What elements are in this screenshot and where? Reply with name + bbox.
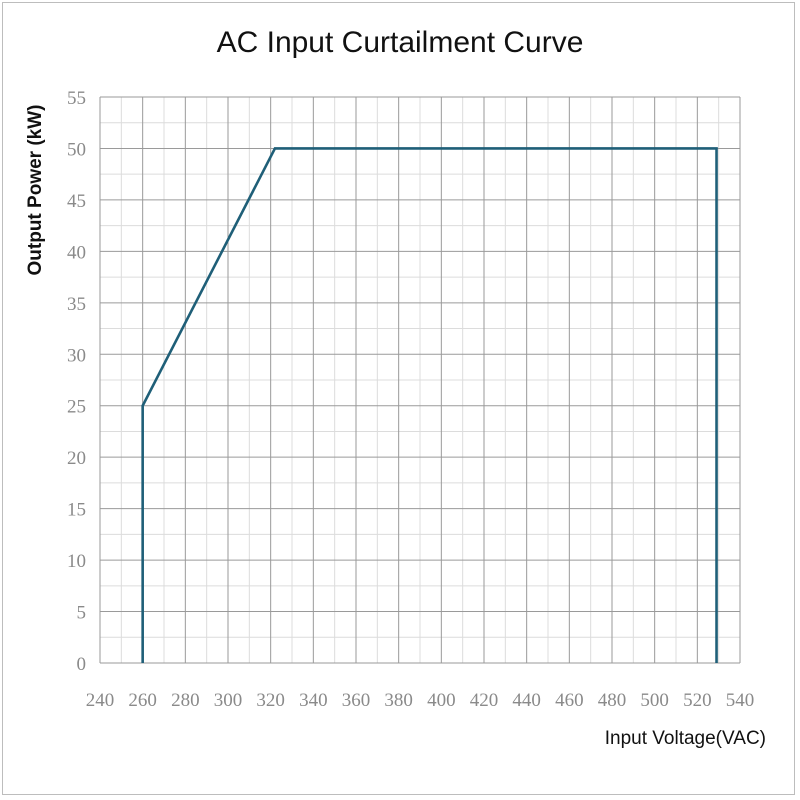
y-tick-label: 55 <box>67 88 86 109</box>
x-tick-label: 360 <box>342 690 371 711</box>
x-tick-label: 280 <box>171 690 200 711</box>
x-tick-label: 380 <box>384 690 413 711</box>
y-tick-label: 15 <box>67 500 86 521</box>
x-tick-label: 340 <box>299 690 328 711</box>
x-tick-label: 320 <box>256 690 285 711</box>
y-tick-label: 10 <box>67 551 86 572</box>
y-tick-label: 35 <box>67 294 86 315</box>
x-tick-label: 240 <box>86 690 115 711</box>
y-tick-label: 20 <box>67 448 86 469</box>
y-tick-label: 40 <box>67 242 86 263</box>
chart-title: AC Input Curtailment Curve <box>216 26 584 59</box>
y-tick-label: 5 <box>77 603 87 624</box>
x-tick-label: 480 <box>598 690 627 711</box>
y-tick-label: 50 <box>67 139 86 160</box>
x-tick-label: 400 <box>427 690 456 711</box>
x-tick-label: 500 <box>640 690 669 711</box>
x-tick-label: 420 <box>470 690 499 711</box>
x-tick-label: 540 <box>726 690 755 711</box>
y-tick-label: 30 <box>67 345 86 366</box>
y-tick-label: 25 <box>67 397 86 418</box>
x-tick-label: 440 <box>512 690 541 711</box>
x-axis-label: Input Voltage(VAC) <box>604 728 766 749</box>
y-tick-label: 45 <box>67 191 86 212</box>
y-tick-label: 0 <box>77 654 87 675</box>
x-tick-label: 520 <box>683 690 712 711</box>
x-tick-label: 300 <box>214 690 243 711</box>
x-tick-label: 460 <box>555 690 584 711</box>
x-tick-label: 260 <box>128 690 157 711</box>
